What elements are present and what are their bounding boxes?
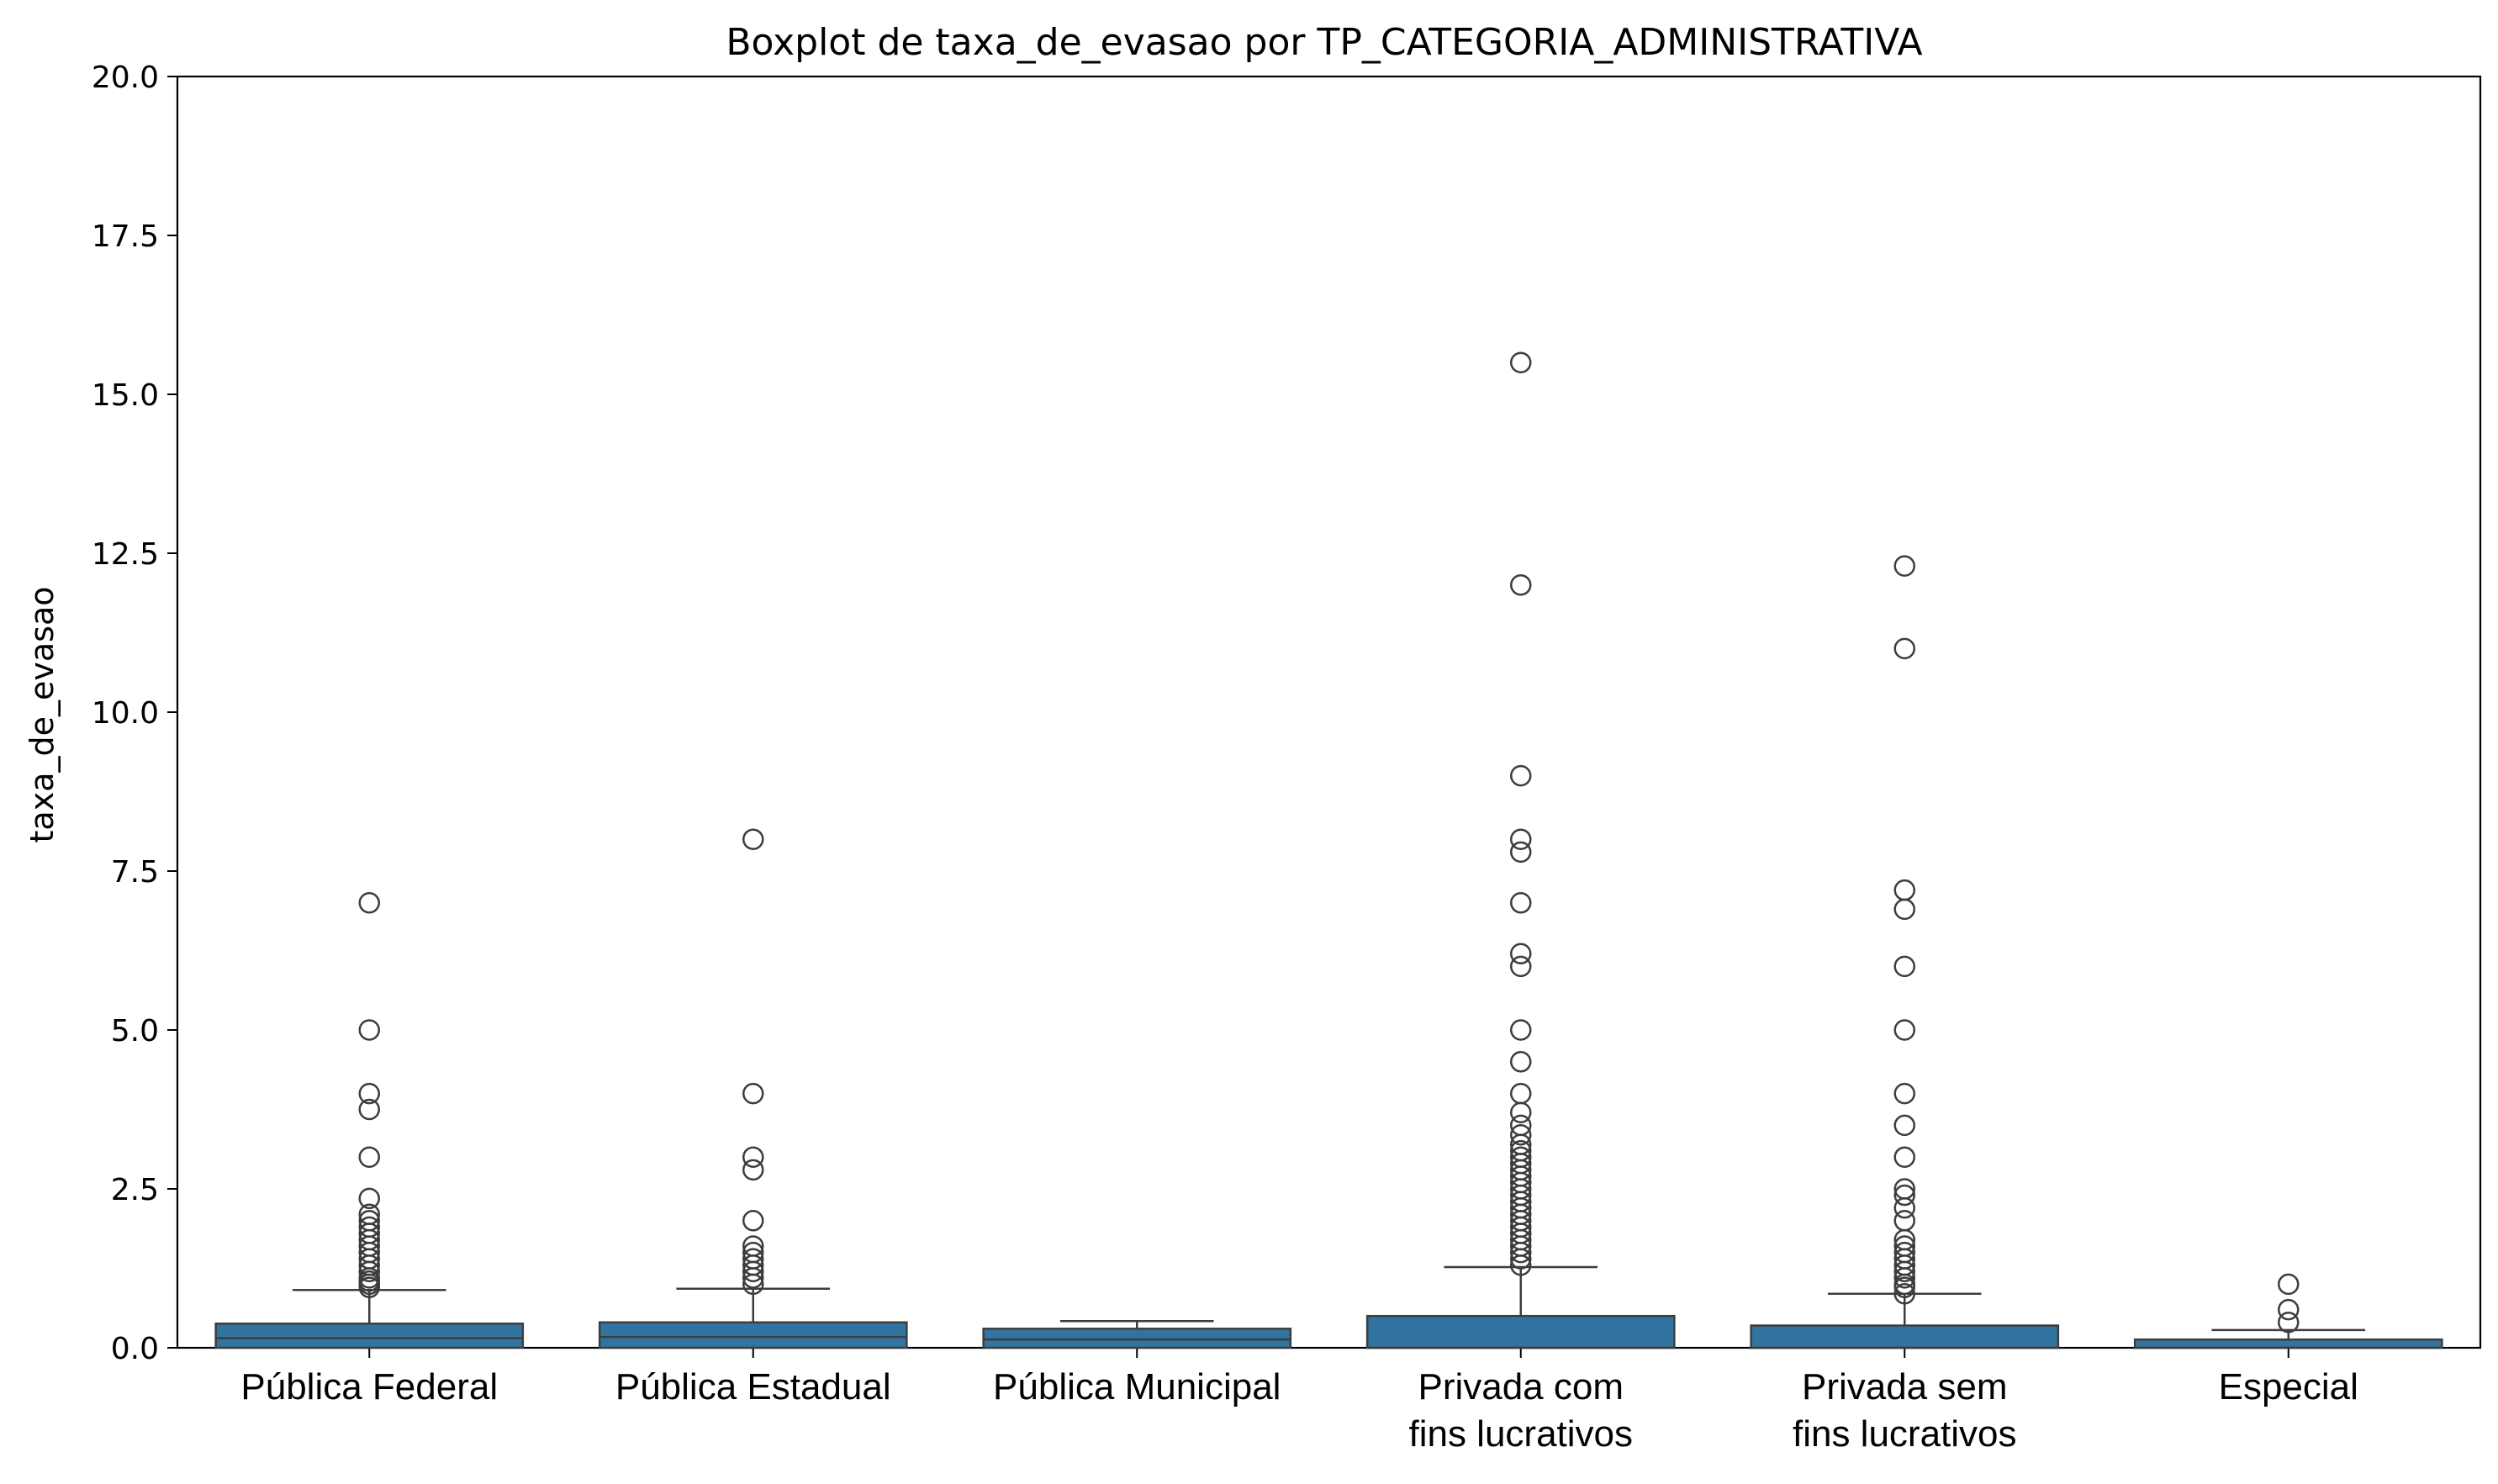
box-iqr [2133,1338,2443,1349]
outlier-point [2278,1273,2300,1296]
outlier-point [1893,1178,1915,1200]
outlier-point [1893,1282,1915,1305]
outlier-point [1510,574,1532,596]
x-tick-label: Especial [2219,1366,2358,1407]
outlier-point [742,1248,764,1270]
outlier-point [1893,879,1915,901]
x-tick-label: fins lucrativos [1793,1413,2017,1455]
outlier-point [1893,1235,1915,1257]
outlier-point [1510,943,1532,965]
box-iqr [214,1323,525,1349]
outlier-point [742,828,764,850]
x-tick-label: Pública Municipal [993,1366,1281,1407]
plot-area: 0.0 2.5 5.0 7.5 10.0 12.5 15.0 17.5 20.0 Pública … [92,61,2482,1455]
outlier-point [358,1187,380,1210]
outlier-point [358,1098,380,1121]
y-tick-label: 10.0 [92,696,159,731]
outlier-point [1893,637,1915,660]
outlier-point [1510,1051,1532,1073]
outlier-point [1510,1082,1532,1105]
outlier-point [742,1082,764,1105]
outlier-point [1893,1146,1915,1168]
outlier-point [1510,1146,1532,1168]
outlier-point [1893,1114,1915,1137]
outlier-point [742,1159,764,1181]
outlier-point [358,1210,380,1232]
outlier-point [1893,1019,1915,1041]
outlier-point [2278,1312,2300,1333]
outlier-point [742,1210,764,1232]
outlier-point [1510,828,1532,850]
y-tick-label: 15.0 [92,378,159,413]
y-tick-label: 20.0 [92,61,159,95]
box-iqr [1750,1324,2060,1349]
y-tick-label: 2.5 [111,1173,159,1207]
box-iqr [982,1328,1292,1349]
x-tick-label: Privada sem [1802,1366,2008,1407]
outlier-point [1510,351,1532,373]
outlier-point [1510,1139,1532,1162]
outlier-point [742,1146,764,1168]
outlier-point [1893,955,1915,978]
chart-title: Boxplot de taxa_de_evasao por TP_CATEGOR… [726,21,1922,64]
x-tick-label: Privada com [1418,1366,1624,1407]
outlier-point [358,1146,380,1168]
y-axis-label: taxa_de_evasao [24,587,61,843]
outlier-point [1510,1123,1532,1146]
outlier-point [358,1019,380,1041]
outlier-point [1510,955,1532,978]
outlier-point [358,1082,380,1105]
outlier-point [1893,1082,1915,1105]
outlier-point [358,1216,380,1238]
y-tick-label: 17.5 [92,219,159,254]
outlier-point [1893,1210,1915,1232]
outlier-point [1510,892,1532,914]
x-tick-label: Pública Federal [240,1366,498,1407]
outlier-point [358,1203,380,1225]
outlier-point [1510,841,1532,863]
box-iqr [1365,1314,1676,1349]
y-tick-label: 5.0 [111,1014,159,1048]
y-tick-label: 12.5 [92,537,159,572]
box-iqr [598,1321,908,1349]
outlier-point [1893,555,1915,577]
outlier-point [742,1235,764,1257]
outlier-point [1510,1114,1532,1137]
y-tick-label: 0.0 [111,1332,159,1366]
outlier-point [1510,1019,1532,1041]
outlier-point [2278,1298,2300,1321]
outlier-point [358,892,380,914]
y-tick-label: 7.5 [111,855,159,890]
outlier-point [1893,1241,1915,1264]
outlier-point [1893,1184,1915,1207]
outlier-point [742,1241,764,1264]
x-tick-label: Pública Estadual [615,1366,891,1407]
outlier-point [1510,764,1532,787]
x-tick-label: fins lucrativos [1408,1413,1633,1455]
